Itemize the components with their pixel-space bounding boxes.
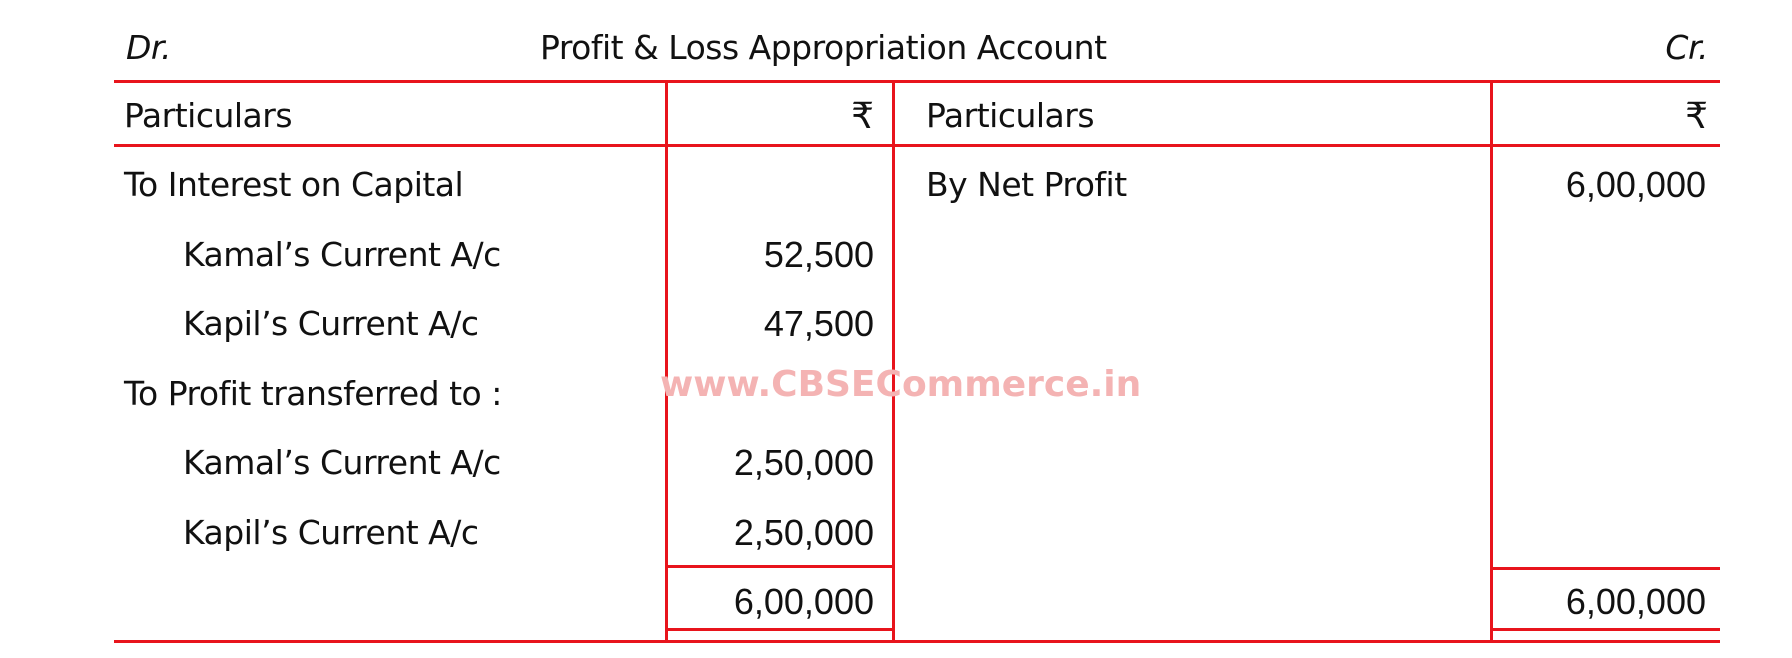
credit-label: Cr. [1665,28,1708,67]
credit-total: 6,00,000 [1565,581,1706,622]
debit-row-text: To Interest on Capital [124,165,464,204]
debit-row-amount: 47,500 [763,303,874,344]
debit-label: Dr. [126,28,171,67]
col-divider [665,80,668,642]
bottom-rule [114,640,1720,643]
debit-row-text: Kamal’s Current A/c [183,234,501,274]
page-title: Profit & Loss Appropriation Account [540,28,1107,67]
debit-row-text: Kapil’s Current A/c [183,304,479,343]
credit-row-amount: 6,00,000 [1565,164,1706,205]
debit-total-rule [665,565,895,568]
debit-row-text: Kapil’s Current A/c [183,512,479,552]
credit-row-text: By Net Profit [926,165,1127,204]
debit-total: 6,00,000 [733,581,874,622]
col-divider [1490,80,1493,642]
credit-particulars-header: Particulars [926,96,1095,135]
top-rule [114,80,1720,83]
debit-particulars-header: Particulars [124,96,293,135]
col-divider [892,80,895,642]
credit-amount-header: ₹ [1685,95,1708,136]
debit-row-amount: 2,50,000 [733,511,874,553]
credit-total-rule [1490,567,1720,570]
header-rule [114,144,1720,147]
watermark: www.CBSECommerce.in [660,364,1142,405]
debit-amount-header: ₹ [851,95,874,136]
credit-total-underline [1490,628,1720,631]
debit-row-amount: 52,500 [763,233,874,275]
debit-total-underline [665,628,895,631]
debit-row-amount: 2,50,000 [733,442,874,483]
debit-row-text: Kamal’s Current A/c [183,443,501,482]
debit-row-text: To Profit transferred to : [124,373,502,413]
